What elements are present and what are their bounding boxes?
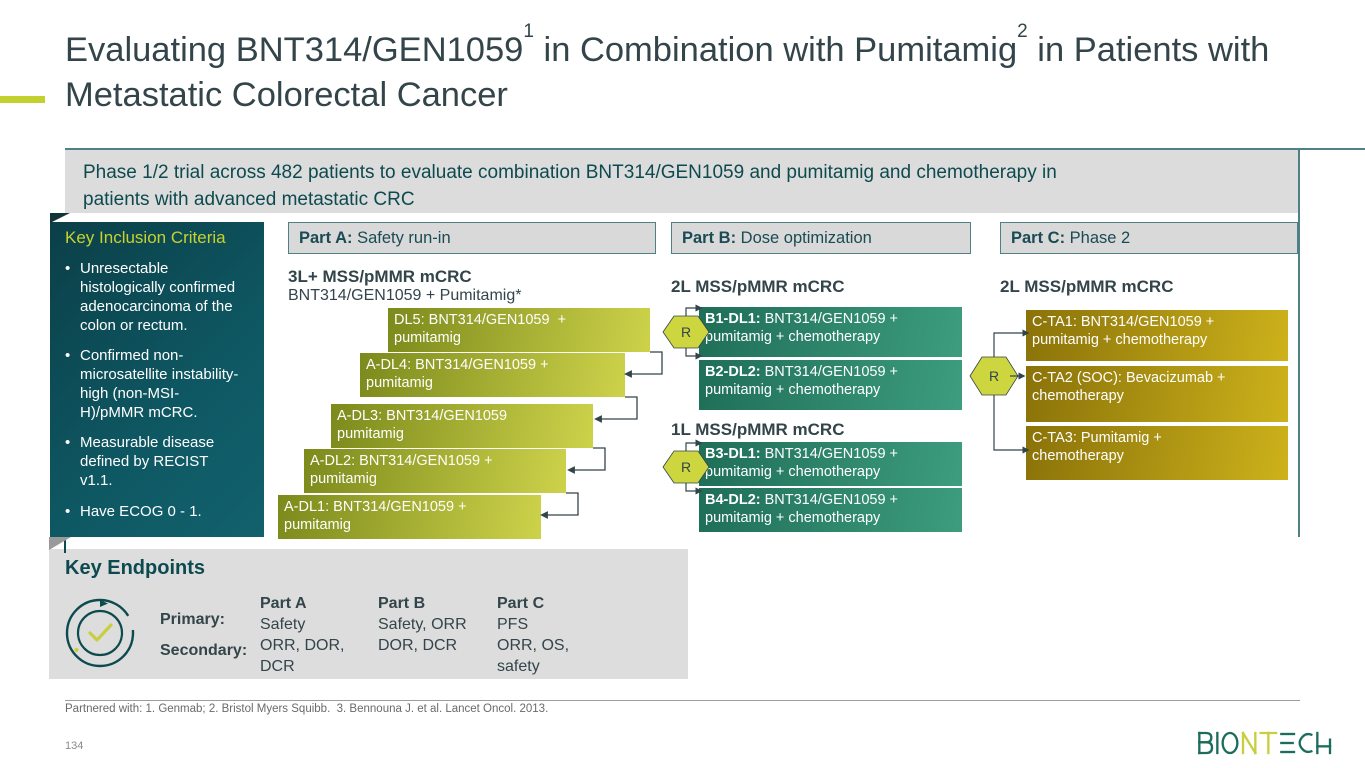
svg-text:R: R xyxy=(989,368,999,384)
